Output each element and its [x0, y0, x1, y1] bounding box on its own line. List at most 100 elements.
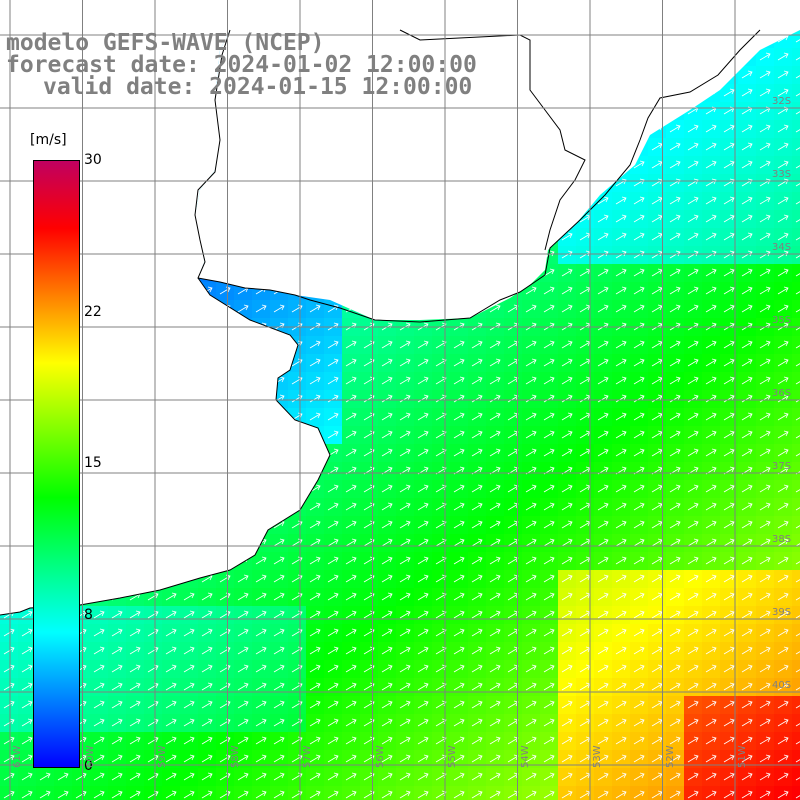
wind-arrow [759, 484, 771, 493]
wind-arrow [687, 772, 699, 781]
wind-arrow [453, 448, 465, 457]
wind-arrow [669, 430, 681, 439]
wind-arrow [759, 88, 771, 97]
wind-arrow [237, 304, 249, 313]
wind-arrow [489, 376, 501, 385]
wind-arrow [399, 376, 411, 385]
wind-arrow [381, 394, 393, 403]
wind-arrow [543, 790, 555, 799]
wind-arrow [345, 754, 357, 763]
lat-label: 34S [772, 242, 792, 253]
wind-arrow [345, 700, 357, 709]
wind-arrow [741, 250, 753, 259]
wind-arrow [399, 772, 411, 781]
wind-arrow [777, 412, 789, 421]
wind-cell [792, 768, 800, 787]
wind-arrow [381, 754, 393, 763]
wind-arrow [741, 538, 753, 547]
wind-arrow [183, 628, 195, 637]
wind-cell [792, 624, 800, 643]
wind-arrow [183, 718, 195, 727]
wind-arrow [687, 538, 699, 547]
wind-arrow [273, 304, 285, 313]
wind-arrow [273, 556, 285, 565]
wind-arrow [633, 214, 645, 223]
wind-arrow [489, 340, 501, 349]
wind-arrow [795, 255, 800, 259]
wind-arrow [705, 592, 717, 601]
wind-arrow [111, 736, 123, 745]
wind-arrow [723, 664, 735, 673]
wind-arrow [597, 340, 609, 349]
wind-arrow [417, 718, 429, 727]
wind-arrow [759, 718, 771, 727]
wind-arrow [669, 358, 681, 367]
wind-arrow [399, 394, 411, 403]
wind-arrow [687, 304, 699, 313]
wind-arrow [723, 88, 735, 97]
wind-arrow [561, 430, 573, 439]
wind-arrow [795, 309, 800, 313]
wind-arrow [777, 196, 789, 205]
wind-arrow [561, 376, 573, 385]
wind-arrow [345, 502, 357, 511]
wind-arrow [543, 718, 555, 727]
wind-arrow [453, 484, 465, 493]
wind-arrow [741, 196, 753, 205]
wind-arrow [309, 520, 321, 529]
wind-arrow [561, 448, 573, 457]
wind-arrow [417, 376, 429, 385]
wind-cell [54, 786, 73, 800]
wind-arrow [525, 718, 537, 727]
colorbar-tick-label: 22 [84, 303, 102, 320]
wind-arrow [615, 592, 627, 601]
wind-arrow [669, 700, 681, 709]
wind-arrow [561, 304, 573, 313]
wind-arrow [561, 232, 573, 241]
wind-arrow [543, 592, 555, 601]
wind-arrow [57, 772, 69, 781]
wind-arrow [561, 394, 573, 403]
wind-arrow [399, 610, 411, 619]
wind-arrow [255, 754, 267, 763]
wind-arrow [453, 430, 465, 439]
wind-cell [468, 786, 487, 800]
wind-arrow [777, 538, 789, 547]
wind-arrow [111, 628, 123, 637]
wind-arrow [417, 772, 429, 781]
wind-arrow [525, 394, 537, 403]
wind-arrow [381, 718, 393, 727]
wind-arrow [633, 484, 645, 493]
wind-arrow [597, 610, 609, 619]
wind-arrow [759, 754, 771, 763]
wind-arrow [453, 592, 465, 601]
wind-arrow [327, 790, 339, 799]
wind-arrow [525, 682, 537, 691]
wind-cell [792, 552, 800, 571]
wind-cell [90, 786, 109, 800]
wind-arrow [777, 250, 789, 259]
wind-arrow [543, 358, 555, 367]
wind-arrow [633, 412, 645, 421]
wind-arrow [237, 718, 249, 727]
lat-label: 33S [772, 169, 792, 180]
wind-arrow [399, 430, 411, 439]
wind-arrow [687, 412, 699, 421]
wind-arrow [795, 111, 800, 115]
wind-arrow [345, 736, 357, 745]
wind-arrow [759, 736, 771, 745]
wind-arrow [345, 718, 357, 727]
wind-arrow [633, 628, 645, 637]
wind-arrow [633, 718, 645, 727]
wind-arrow [399, 412, 411, 421]
wind-arrow [327, 718, 339, 727]
wind-arrow [633, 790, 645, 799]
wind-arrow [777, 394, 789, 403]
wind-arrow [669, 790, 681, 799]
wind-arrow [93, 754, 105, 763]
wind-arrow [417, 520, 429, 529]
wind-cell [792, 192, 800, 211]
wind-arrow [687, 556, 699, 565]
wind-arrow [741, 592, 753, 601]
lon-label: 59W [157, 745, 168, 768]
